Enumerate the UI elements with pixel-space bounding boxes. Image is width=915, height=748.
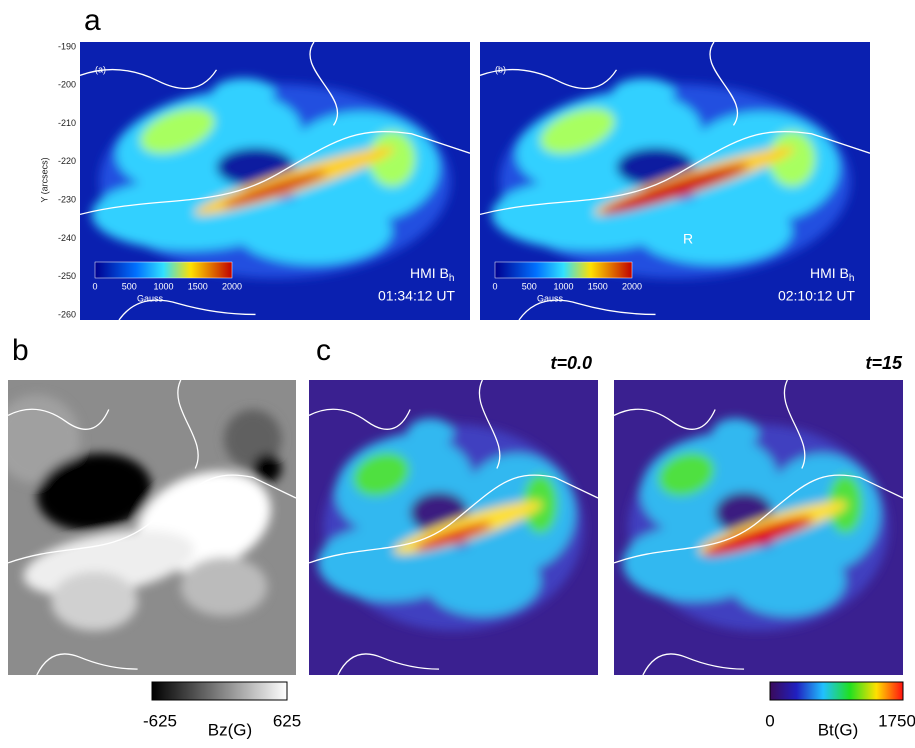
colorbar <box>152 682 287 700</box>
y-tick-label: -190 <box>58 41 76 51</box>
colorbar-max: 625 <box>273 711 301 730</box>
time-label: t=0.0 <box>550 353 592 373</box>
image-tag: (b) <box>495 64 506 74</box>
instrument-name: HMI B <box>410 265 449 281</box>
blob <box>425 545 541 616</box>
y-tick-label: -260 <box>58 309 76 319</box>
instrument-sub: h <box>849 273 855 284</box>
blob <box>730 545 846 616</box>
panel-label: c <box>316 334 331 367</box>
figure: a Y (arcsecs) b c t=0.0 t=15 -625 Bz(G) … <box>0 0 915 743</box>
image-tag: (a) <box>95 64 106 74</box>
y-tick-label: -220 <box>58 156 76 166</box>
colorbar-tick: 0 <box>492 281 497 291</box>
colorbar-unit: Bz(G) <box>208 720 252 739</box>
colorbar-min: 0 <box>765 711 774 730</box>
time: 02:10:12 UT <box>778 288 855 304</box>
instrument-sub: h <box>449 273 455 284</box>
colorbar-tick: 1000 <box>153 281 173 291</box>
panel-label: b <box>12 334 29 367</box>
colorbar-min: -625 <box>143 711 177 730</box>
blob <box>236 198 392 265</box>
colorbar-tick: 2000 <box>622 281 642 291</box>
colorbar-tick: 1500 <box>588 281 608 291</box>
blob <box>213 78 275 106</box>
y-axis-title: Y (arcsecs) <box>39 157 49 202</box>
y-tick-label: -210 <box>58 118 76 128</box>
blob <box>407 418 453 448</box>
colorbar-tick: 0 <box>92 281 97 291</box>
blob <box>712 418 758 448</box>
colorbar-tick: 2000 <box>222 281 242 291</box>
colorbar-unit: Bt(G) <box>818 720 859 739</box>
colorbar <box>770 682 903 700</box>
panel-label: a <box>84 4 101 37</box>
colorbar-tick: 1000 <box>553 281 573 291</box>
colorbar-tick: 500 <box>122 281 137 291</box>
y-tick-label: -240 <box>58 233 76 243</box>
colorbar-tick: 1500 <box>188 281 208 291</box>
blob <box>181 557 267 616</box>
marker: R <box>683 231 693 247</box>
y-tick-label: -230 <box>58 195 76 205</box>
time-label: t=15 <box>865 353 903 373</box>
y-tick-label: -200 <box>58 80 76 90</box>
magnetogram <box>309 380 598 675</box>
colorbar <box>495 262 632 278</box>
blob <box>613 78 675 106</box>
colorbar <box>95 262 232 278</box>
blob <box>636 198 792 265</box>
blob <box>51 572 137 631</box>
magnetogram <box>0 380 296 675</box>
y-tick-label: -250 <box>58 271 76 281</box>
colorbar-unit: Gauss <box>537 293 564 303</box>
colorbar-unit: Gauss <box>137 293 164 303</box>
magnetogram <box>614 380 903 675</box>
colorbar-tick: 500 <box>522 281 537 291</box>
colorbar-max: 1750 <box>878 711 915 730</box>
time: 01:34:12 UT <box>378 288 455 304</box>
instrument-name: HMI B <box>810 265 849 281</box>
